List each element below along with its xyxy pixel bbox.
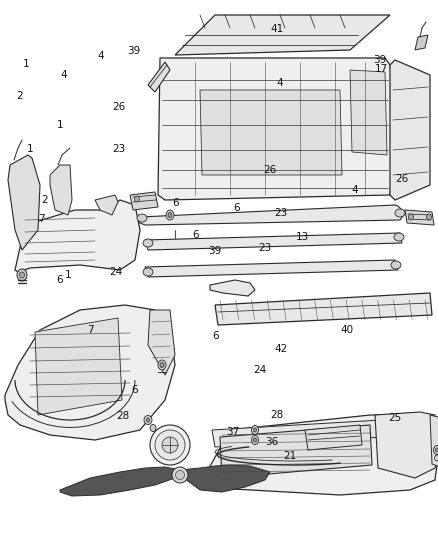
Text: 39: 39 (127, 46, 140, 55)
Ellipse shape (172, 467, 187, 483)
Ellipse shape (137, 214, 147, 222)
Ellipse shape (432, 446, 438, 455)
Ellipse shape (253, 438, 256, 442)
Polygon shape (389, 60, 429, 200)
Ellipse shape (166, 210, 173, 220)
Text: 6: 6 (131, 385, 138, 395)
Text: 6: 6 (211, 331, 218, 341)
Text: 26: 26 (394, 174, 407, 183)
Polygon shape (130, 192, 158, 210)
Ellipse shape (393, 233, 403, 241)
Text: 23: 23 (258, 243, 271, 253)
Polygon shape (200, 90, 341, 175)
Text: 21: 21 (283, 451, 296, 461)
Ellipse shape (144, 416, 152, 424)
Ellipse shape (434, 448, 438, 452)
Text: 4: 4 (97, 51, 104, 61)
Polygon shape (8, 155, 40, 250)
Polygon shape (205, 415, 438, 495)
Polygon shape (404, 210, 433, 225)
Ellipse shape (434, 455, 438, 461)
Text: 13: 13 (296, 232, 309, 242)
Ellipse shape (19, 272, 25, 278)
Text: 37: 37 (226, 427, 239, 437)
Text: 4: 4 (60, 70, 67, 79)
Text: 25: 25 (388, 414, 401, 423)
Text: 23: 23 (112, 144, 125, 154)
Text: 41: 41 (269, 25, 283, 34)
Ellipse shape (158, 360, 166, 370)
Text: 1: 1 (57, 120, 63, 130)
Polygon shape (148, 62, 170, 92)
Text: 2: 2 (42, 195, 48, 205)
Text: 23: 23 (274, 208, 287, 218)
Ellipse shape (253, 428, 256, 432)
Polygon shape (175, 15, 389, 55)
Text: 1: 1 (64, 270, 71, 280)
Text: 4: 4 (351, 185, 357, 195)
Polygon shape (145, 233, 401, 250)
Text: 40: 40 (339, 326, 353, 335)
Polygon shape (429, 415, 438, 468)
Text: 6: 6 (233, 203, 240, 213)
Ellipse shape (426, 214, 431, 220)
Text: 1: 1 (23, 59, 30, 69)
Ellipse shape (150, 425, 190, 465)
Text: 24: 24 (110, 267, 123, 277)
Text: 6: 6 (192, 230, 199, 240)
Polygon shape (304, 425, 361, 450)
Ellipse shape (251, 435, 258, 445)
Polygon shape (15, 200, 140, 272)
Polygon shape (212, 418, 417, 447)
Text: 26: 26 (112, 102, 125, 111)
Polygon shape (158, 58, 394, 200)
Text: 6: 6 (56, 275, 63, 285)
Ellipse shape (251, 425, 258, 434)
Text: 7: 7 (38, 214, 45, 223)
Polygon shape (374, 412, 438, 478)
Ellipse shape (134, 196, 139, 202)
Polygon shape (145, 260, 397, 277)
Polygon shape (215, 293, 431, 325)
Text: 17: 17 (374, 64, 388, 74)
Text: 39: 39 (208, 246, 221, 255)
Polygon shape (209, 280, 254, 296)
Ellipse shape (146, 418, 149, 422)
Ellipse shape (150, 424, 155, 432)
Polygon shape (180, 465, 269, 492)
Polygon shape (95, 195, 118, 215)
Ellipse shape (159, 362, 164, 367)
Polygon shape (135, 205, 404, 225)
Text: 26: 26 (263, 165, 276, 175)
Text: 42: 42 (274, 344, 287, 354)
Ellipse shape (168, 213, 172, 217)
Ellipse shape (394, 209, 404, 217)
Ellipse shape (143, 239, 153, 247)
Text: 36: 36 (265, 438, 278, 447)
Text: 7: 7 (86, 325, 93, 335)
Polygon shape (349, 70, 386, 155)
Text: 1: 1 (26, 144, 33, 154)
Ellipse shape (155, 430, 184, 460)
Text: 2: 2 (16, 91, 23, 101)
Ellipse shape (408, 214, 413, 220)
Polygon shape (414, 35, 427, 50)
Polygon shape (148, 310, 175, 375)
Text: 39: 39 (373, 55, 386, 65)
Ellipse shape (162, 437, 177, 453)
Text: 28: 28 (116, 411, 129, 421)
Ellipse shape (175, 471, 184, 480)
Ellipse shape (143, 268, 153, 276)
Polygon shape (5, 305, 175, 440)
Ellipse shape (17, 269, 27, 281)
Polygon shape (35, 318, 122, 415)
Polygon shape (219, 425, 371, 478)
Text: 6: 6 (172, 198, 179, 207)
Ellipse shape (390, 261, 400, 269)
Polygon shape (50, 165, 72, 215)
Text: 24: 24 (253, 365, 266, 375)
Text: 28: 28 (270, 410, 283, 420)
Text: 4: 4 (276, 78, 283, 88)
Polygon shape (60, 467, 180, 496)
